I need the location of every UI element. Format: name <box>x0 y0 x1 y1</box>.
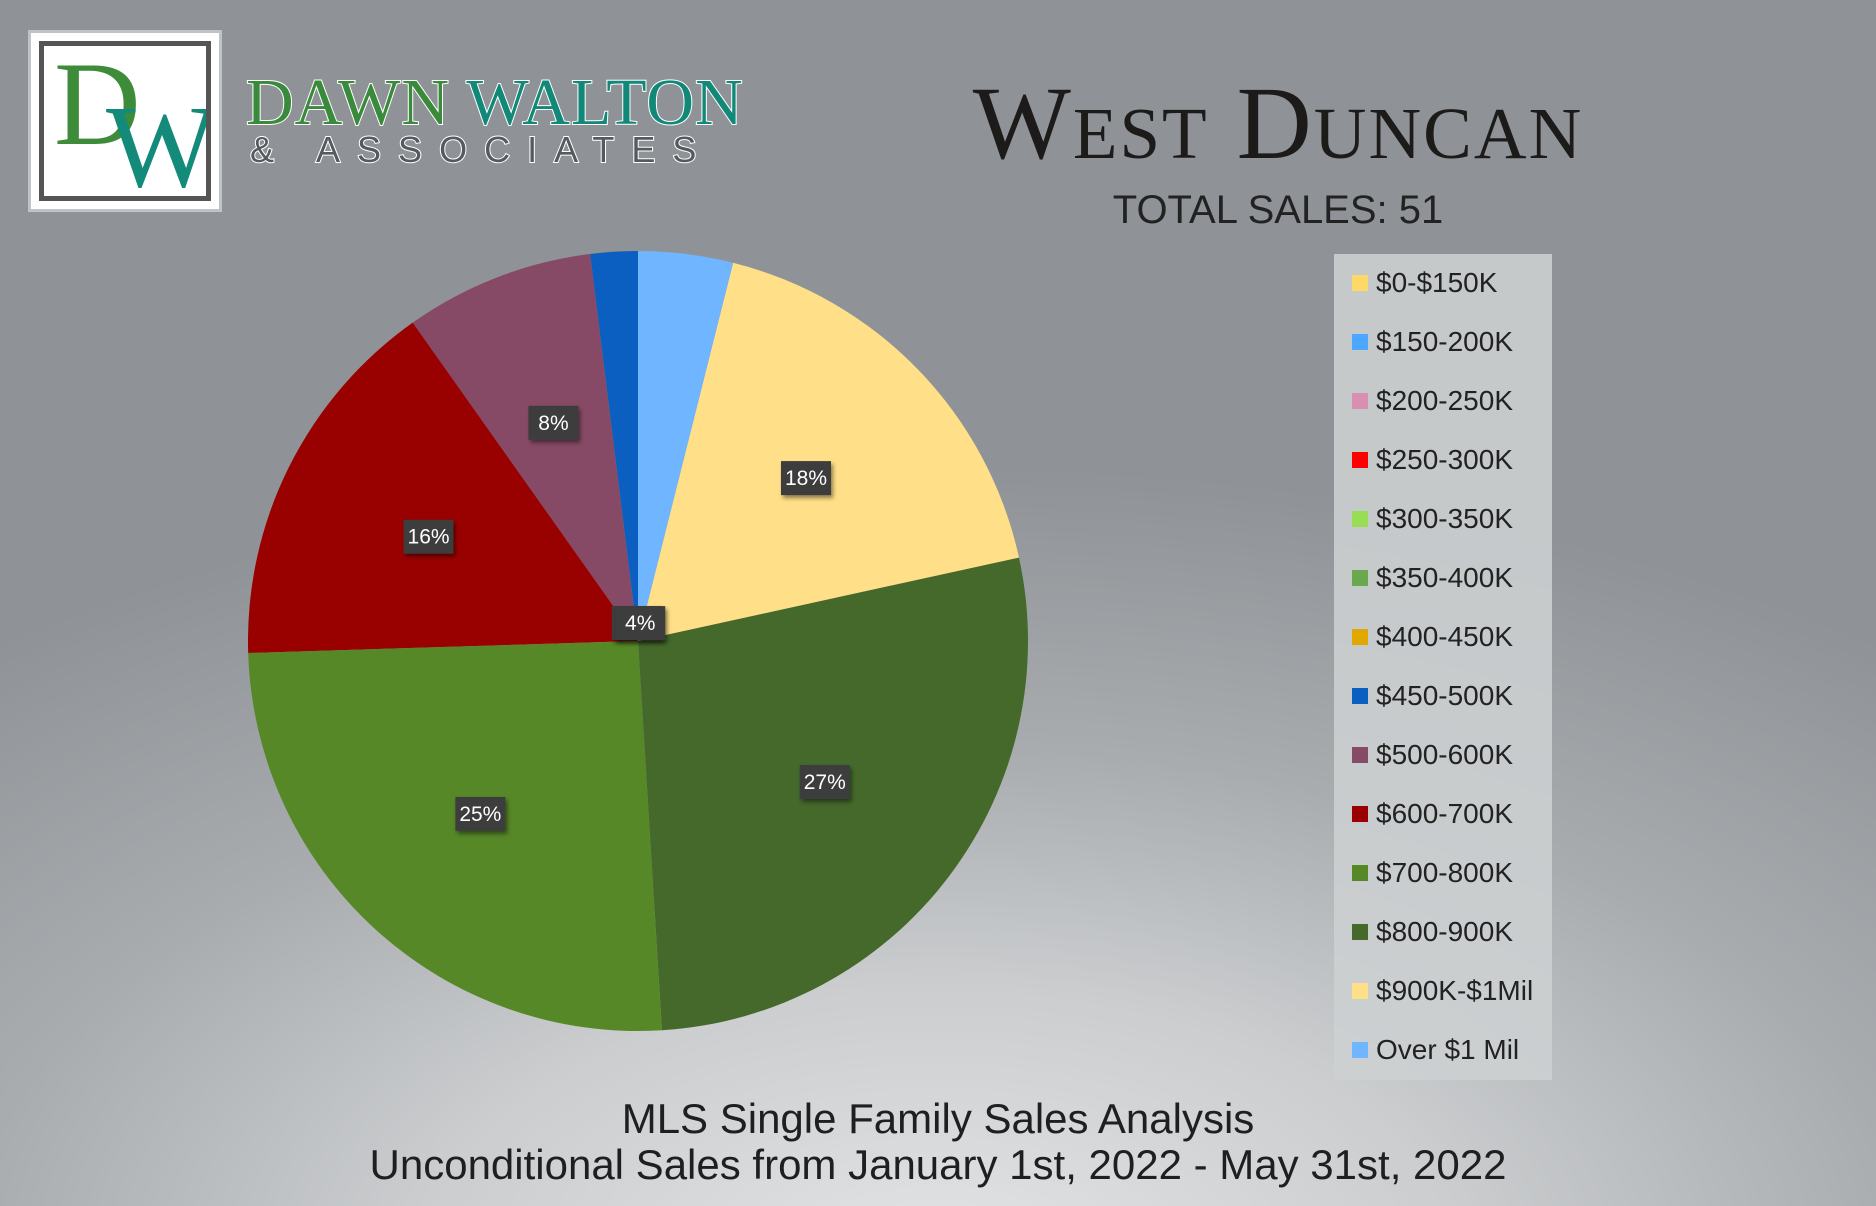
brand-name-first: DAWN <box>245 66 450 139</box>
legend-item-over-1-mil: Over $1 Mil <box>1352 1035 1519 1065</box>
legend-item-300-350k: $300-350K <box>1352 504 1513 534</box>
brand-name: DAWN WALTON <box>245 69 744 137</box>
legend-label: Over $1 Mil <box>1376 1034 1520 1065</box>
legend-item-400-450k: $400-450K <box>1352 622 1513 652</box>
legend-swatch <box>1352 452 1368 468</box>
legend-item-900k-1mil: $900K-$1Mil <box>1352 976 1533 1006</box>
logo-letter-d: D <box>54 41 141 170</box>
pie-slice-700-800k <box>248 641 663 1031</box>
legend-item-0-150k: $0-$150K <box>1352 268 1497 298</box>
legend-swatch <box>1352 570 1368 586</box>
logo-frame: D W <box>39 41 211 201</box>
svg-text:4%: 4% <box>625 612 655 635</box>
company-logo: D W <box>28 30 222 212</box>
legend-label: $400-450K <box>1376 621 1514 652</box>
pie-slice-450-500k <box>590 251 638 641</box>
legend-swatch <box>1352 983 1368 999</box>
legend-swatch <box>1352 865 1368 881</box>
brand-tagline: & ASSOCIATES <box>249 129 714 170</box>
legend-label: $600-700K <box>1376 798 1514 829</box>
legend-label: $250-300K <box>1376 444 1514 475</box>
logo-letter-w: W <box>106 81 211 201</box>
legend-swatch <box>1352 747 1368 763</box>
chart-title: West Duncan <box>972 66 1584 181</box>
legend-item-800-900k: $800-900K <box>1352 917 1513 947</box>
legend-label: $350-400K <box>1376 562 1514 593</box>
legend-label: $700-800K <box>1376 857 1514 888</box>
legend-label: $450-500K <box>1376 680 1514 711</box>
legend-swatch <box>1352 1042 1368 1058</box>
legend-label: $200-250K <box>1376 385 1514 416</box>
svg-text:18%: 18% <box>785 467 827 490</box>
pie-slice-600-700k <box>248 322 638 654</box>
legend-label: $800-900K <box>1376 916 1514 947</box>
legend-item-600-700k: $600-700K <box>1352 799 1513 829</box>
svg-text:8%: 8% <box>538 412 568 435</box>
data-label-900k-1mil: 18% <box>780 461 831 496</box>
legend-item-350-400k: $350-400K <box>1352 563 1513 593</box>
legend-item-700-800k: $700-800K <box>1352 858 1513 888</box>
legend-item-200-250k: $200-250K <box>1352 386 1513 416</box>
legend-label: $500-600K <box>1376 739 1514 770</box>
legend-swatch <box>1352 511 1368 527</box>
legend-label: $300-350K <box>1376 503 1514 534</box>
data-label-500-600k: 8% <box>528 405 579 440</box>
footer-date-range: Unconditional Sales from January 1st, 20… <box>369 1141 1507 1188</box>
legend-swatch <box>1352 393 1368 409</box>
footer-subtitle: MLS Single Family Sales Analysis <box>621 1095 1255 1142</box>
legend-swatch <box>1352 806 1368 822</box>
legend-swatch <box>1352 924 1368 940</box>
legend-swatch <box>1352 334 1368 350</box>
legend-item-150-200k: $150-200K <box>1352 327 1513 357</box>
legend-swatch <box>1352 629 1368 645</box>
legend-item-450-500k: $450-500K <box>1352 681 1513 711</box>
svg-text:16%: 16% <box>408 526 450 549</box>
legend-label: $150-200K <box>1376 326 1514 357</box>
chart-legend: $0-$150K $150-200K $200-250K $250-300K $300-… <box>1334 254 1552 1080</box>
pie-slice-over-1-mil <box>638 251 734 641</box>
legend-item-500-600k: $500-600K <box>1352 740 1513 770</box>
pie-slice-500-600k <box>412 253 638 641</box>
pie-slice-900k-1mil <box>638 262 1019 641</box>
total-sales: TOTAL SALES: 51 <box>1112 188 1444 232</box>
svg-text:25%: 25% <box>459 803 501 826</box>
svg-text:27%: 27% <box>804 771 846 794</box>
data-label-800-900k: 27% <box>799 765 850 800</box>
legend-label: $0-$150K <box>1376 267 1498 298</box>
data-label-over-1-mil: 4% <box>615 606 666 641</box>
legend-swatch <box>1352 275 1368 291</box>
brand-name-last: WALTON <box>465 66 744 139</box>
legend-item-250-300k: $250-300K <box>1352 445 1513 475</box>
data-label-700-800k: 25% <box>455 796 506 831</box>
legend-label: $900K-$1Mil <box>1376 975 1534 1006</box>
data-label-600-700k: 16% <box>403 519 454 554</box>
legend-swatch <box>1352 688 1368 704</box>
